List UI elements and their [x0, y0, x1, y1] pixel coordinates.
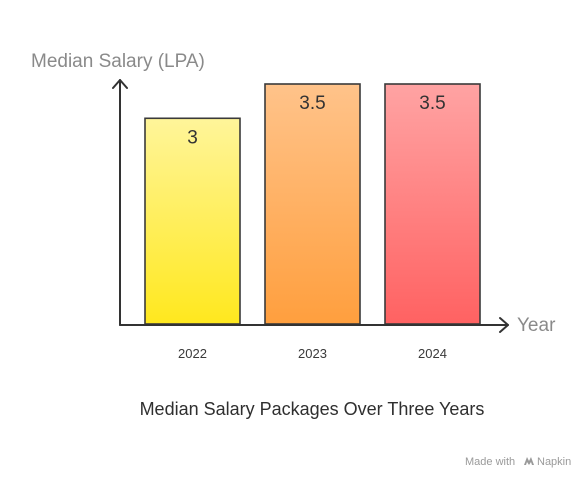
y-axis-title: Median Salary (LPA): [31, 51, 205, 72]
x-tick-label-2023: 2023: [298, 346, 327, 361]
napkin-credit[interactable]: Made with Napkin: [465, 456, 571, 468]
x-axis-arrowhead: [499, 317, 509, 333]
axes: [112, 79, 509, 333]
credit-brand: Napkin: [537, 456, 571, 468]
bar-2023: [264, 83, 361, 325]
y-axis-arrowhead: [112, 79, 128, 89]
x-tick-labels: 2022 2023 2024: [178, 346, 447, 361]
napkin-logo-icon: [524, 457, 534, 465]
credit-text: Made with: [465, 456, 515, 468]
chart-caption: Median Salary Packages Over Three Years: [140, 399, 485, 419]
bar-value-label-2022: 3: [187, 127, 198, 148]
x-tick-label-2024: 2024: [418, 346, 447, 361]
x-tick-label-2022: 2022: [178, 346, 207, 361]
bar-2022: [144, 117, 241, 325]
bar-labels-layer: 3 3.5 3.5: [187, 93, 446, 148]
bars-layer: [144, 83, 481, 325]
bar-value-label-2024: 3.5: [419, 93, 445, 114]
bar-2024: [384, 83, 481, 325]
x-axis-title: Year: [517, 315, 556, 336]
bar-value-label-2023: 3.5: [299, 93, 325, 114]
